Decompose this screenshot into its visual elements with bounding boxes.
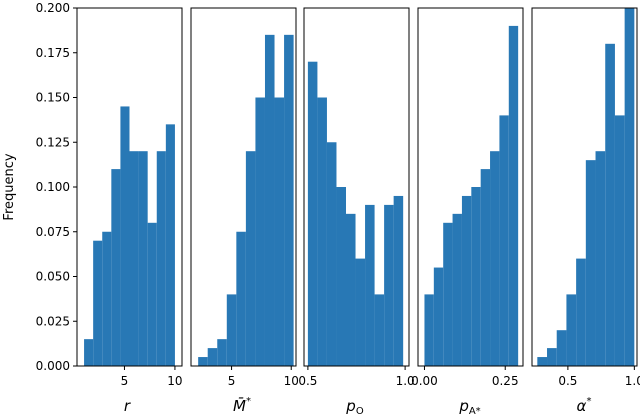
subplot-p-o: 0.5 1.0 xyxy=(298,7,415,388)
histogram-bar xyxy=(556,330,567,366)
histogram-bar xyxy=(499,115,509,367)
axes-frame xyxy=(190,7,297,367)
histogram-bar xyxy=(165,124,175,366)
histogram-bar xyxy=(207,348,218,366)
histogram-bar xyxy=(547,348,557,366)
subplot-alpha-star: 0.5 1.0 xyxy=(531,7,640,388)
histogram-bar xyxy=(508,25,519,367)
histogram-bar xyxy=(245,151,256,366)
histogram-bar xyxy=(393,195,404,366)
histogram-bar xyxy=(138,151,148,366)
histogram-bar xyxy=(120,106,130,366)
x-tick-label: 1.0 xyxy=(625,374,640,388)
y-tick-label: 0.100 xyxy=(36,180,70,194)
histogram-bar xyxy=(480,169,491,366)
histogram-bar xyxy=(346,213,356,366)
x-tick-label: 5 xyxy=(121,374,129,388)
histogram-bar xyxy=(274,97,285,366)
y-tick-label: 0.075 xyxy=(36,225,70,239)
histogram-bar xyxy=(111,169,121,366)
y-tick-label: 0.200 xyxy=(36,1,70,15)
histogram-bar xyxy=(264,34,275,366)
y-tick-label: 0.000 xyxy=(36,359,70,373)
histogram-bar xyxy=(424,294,434,366)
axes-frame xyxy=(531,7,638,367)
y-tick-label: 0.050 xyxy=(36,270,70,284)
x-axis-label-p-a-star: pA* xyxy=(458,397,480,415)
y-tick-label: 0.025 xyxy=(36,314,70,328)
histogram-bar xyxy=(605,43,615,367)
histogram-bar xyxy=(461,195,472,366)
histogram-bar xyxy=(198,357,208,366)
x-axis-label-alpha-star: α* xyxy=(577,396,592,415)
subplot-m-bar-star: 5 10 xyxy=(190,7,299,388)
histogram-bar xyxy=(585,160,596,366)
histogram-bar xyxy=(226,294,237,366)
histogram-bar xyxy=(433,267,444,366)
histogram-bar xyxy=(336,187,346,366)
histogram-bar xyxy=(93,240,103,366)
histogram-bar xyxy=(624,8,635,366)
x-axis-label-p-o: pO xyxy=(345,397,364,415)
x-axis-label-m-bar-star: M̄* xyxy=(233,396,251,415)
y-tick-label: 0.150 xyxy=(36,91,70,105)
histogram-bar xyxy=(452,213,462,366)
x-tick-label: 10 xyxy=(284,374,299,388)
histogram-bar xyxy=(355,258,366,366)
histogram-bar xyxy=(236,231,246,366)
histogram-bar xyxy=(217,339,227,366)
histogram-bar xyxy=(384,204,394,366)
histogram-bar xyxy=(595,151,606,366)
subplot-p-a-star: 0.00 0.25 xyxy=(411,7,524,388)
x-tick-label: 10 xyxy=(167,374,182,388)
y-axis-label: Frequency xyxy=(2,153,17,220)
x-tick-label: 0.00 xyxy=(411,374,438,388)
histogram-bar xyxy=(576,258,586,366)
histogram-bar xyxy=(566,294,577,366)
histogram-bar xyxy=(614,115,625,367)
histogram-bar xyxy=(255,97,265,366)
axes-frame xyxy=(417,7,524,367)
histogram-bar xyxy=(365,204,375,366)
histogram-bar xyxy=(317,97,327,366)
histogram-bar xyxy=(129,151,139,366)
x-axis-label-r: r xyxy=(124,397,131,415)
histogram-bar xyxy=(537,357,548,366)
y-axis: 0.000 0.025 0.050 0.075 0.100 0.125 0.150 0.175… xyxy=(36,1,77,373)
x-tick-label: 5 xyxy=(228,374,236,388)
y-tick-label: 0.125 xyxy=(36,135,70,149)
histogram-bar xyxy=(326,142,337,366)
histogram-bar xyxy=(156,151,166,366)
histogram-bar xyxy=(284,34,294,366)
histogram-bar xyxy=(147,222,157,366)
histogram-bar xyxy=(443,222,453,366)
x-tick-label: 0.25 xyxy=(492,374,519,388)
axes-frame xyxy=(303,7,410,367)
histogram-bar xyxy=(471,187,481,366)
histogram-bar xyxy=(374,294,385,366)
subplot-r: 5 10 xyxy=(76,7,183,388)
x-tick-label: 1.0 xyxy=(396,374,415,388)
histogram-bar xyxy=(490,151,500,366)
x-tick-label: 0.5 xyxy=(298,374,317,388)
y-tick-label: 0.175 xyxy=(36,46,70,60)
histogram-bar xyxy=(102,231,112,366)
histogram-bar xyxy=(307,61,318,366)
axes-frame xyxy=(76,7,183,367)
histogram-bar xyxy=(84,339,94,366)
x-tick-label: 0.5 xyxy=(558,374,577,388)
